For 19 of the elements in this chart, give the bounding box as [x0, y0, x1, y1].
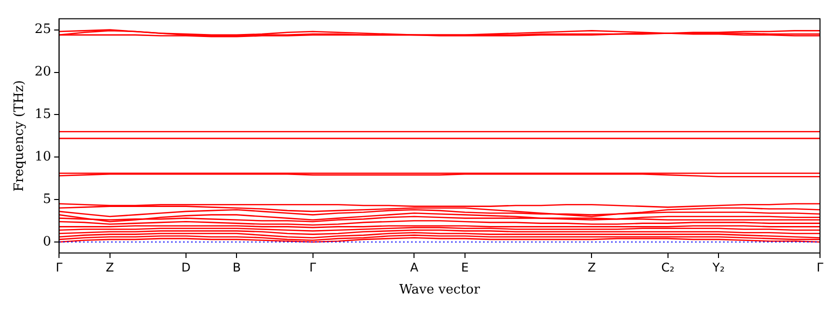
x-tick-label: Y₂ [711, 260, 725, 274]
x-tick-label: Z [106, 260, 114, 274]
x-tick-label: B [232, 260, 241, 274]
y-tick-label: 0 [42, 234, 52, 250]
y-tick-label: 25 [34, 22, 52, 38]
x-tick-label: C₂ [661, 260, 675, 274]
y-tick-label: 5 [42, 192, 52, 207]
x-tick-label: Γ [816, 260, 824, 274]
y-tick-label: 10 [34, 149, 52, 164]
y-tick-label: 20 [34, 64, 52, 80]
x-tick-label: A [410, 260, 420, 274]
x-tick-label: Γ [309, 260, 316, 274]
x-tick-label: D [181, 260, 191, 274]
x-axis-title: Wave vector [399, 282, 481, 298]
x-tick-label: Z [588, 260, 596, 274]
x-tick-label: E [461, 260, 469, 274]
x-tick-label: Γ [56, 260, 63, 274]
y-tick-label: 15 [34, 107, 52, 122]
y-axis-title: Frequency (THz) [12, 80, 28, 192]
